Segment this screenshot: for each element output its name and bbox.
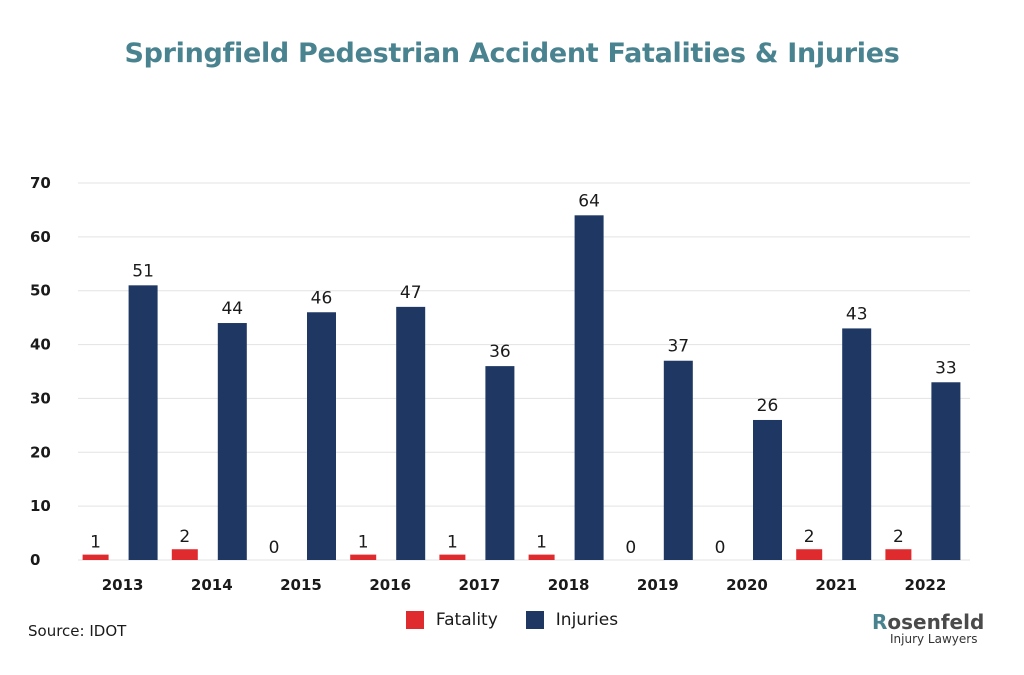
label-injuries-2019: 37 <box>667 337 689 357</box>
y-tick-50: 50 <box>30 282 51 300</box>
bar-fatality-2016 <box>350 554 377 560</box>
bar-fatality-2017 <box>439 554 466 560</box>
legend-swatch-fatality <box>405 611 424 629</box>
legend-label-injuries: Injuries <box>555 610 619 630</box>
bar-injuries-2014 <box>217 323 247 560</box>
x-tick-2016: 2016 <box>369 576 411 594</box>
logo-subtitle: Injury Lawyers <box>890 632 978 646</box>
label-fatality-2013: 1 <box>90 533 101 553</box>
label-injuries-2020: 26 <box>757 396 779 416</box>
label-injuries-2017: 36 <box>489 342 511 362</box>
source-note: Source: IDOT <box>28 622 127 640</box>
label-fatality-2022: 2 <box>893 527 904 547</box>
legend: Fatality Injuries <box>0 610 1024 630</box>
bar-injuries-2018 <box>574 215 604 561</box>
bars <box>82 215 961 561</box>
label-injuries-2021: 43 <box>846 304 868 324</box>
legend-item-fatality: Fatality <box>405 610 498 630</box>
bar-injuries-2016 <box>396 306 426 560</box>
label-injuries-2015: 46 <box>311 288 333 308</box>
label-fatality-2016: 1 <box>358 533 369 553</box>
label-fatality-2014: 2 <box>179 527 190 547</box>
bar-fatality-2013 <box>82 554 109 560</box>
x-tick-2021: 2021 <box>815 576 857 594</box>
label-fatality-2015: 0 <box>269 538 280 558</box>
legend-item-injuries: Injuries <box>525 610 619 630</box>
bar-injuries-2015 <box>307 312 336 560</box>
chart-title: Springfield Pedestrian Accident Fataliti… <box>124 38 900 69</box>
y-tick-30: 30 <box>30 389 51 407</box>
label-injuries-2022: 33 <box>935 358 957 378</box>
logo-name: osenfeld <box>887 610 985 634</box>
label-fatality-2018: 1 <box>536 533 547 553</box>
y-tick-0: 0 <box>30 551 40 569</box>
grid-lines <box>78 182 970 561</box>
label-injuries-2013: 51 <box>132 261 154 281</box>
legend-label-fatality: Fatality <box>435 610 498 630</box>
x-axis-ticks: 2013 2014 2015 2016 2017 2018 2019 2020 2021 2022 <box>102 576 947 594</box>
label-injuries-2018: 64 <box>578 191 600 211</box>
x-tick-2017: 2017 <box>459 576 501 594</box>
label-injuries-2016: 47 <box>400 283 422 303</box>
x-tick-2014: 2014 <box>191 576 233 594</box>
label-fatality-2017: 1 <box>447 533 458 553</box>
y-axis-ticks: 0 10 20 30 40 50 60 70 <box>30 174 51 569</box>
bar-injuries-2013 <box>128 285 158 560</box>
bar-fatality-2014 <box>171 549 198 560</box>
x-tick-2019: 2019 <box>637 576 679 594</box>
legend-swatch-injuries <box>525 611 544 629</box>
y-tick-70: 70 <box>30 174 51 192</box>
x-tick-2015: 2015 <box>280 576 322 594</box>
y-tick-20: 20 <box>30 443 51 461</box>
x-tick-2013: 2013 <box>102 576 144 594</box>
label-fatality-2019: 0 <box>625 538 636 558</box>
bar-injuries-2020 <box>753 419 782 560</box>
bar-injuries-2017 <box>485 366 515 560</box>
x-tick-2018: 2018 <box>548 576 590 594</box>
label-fatality-2020: 0 <box>715 538 726 558</box>
logo-mark: R <box>872 610 888 634</box>
bar-injuries-2019 <box>663 360 693 560</box>
x-tick-2020: 2020 <box>726 576 768 594</box>
label-fatality-2021: 2 <box>804 527 815 547</box>
bar-injuries-2022 <box>931 382 961 560</box>
bar-fatality-2022 <box>885 549 912 560</box>
bar-injuries-2021 <box>842 328 872 560</box>
data-labels: 1 51 2 44 0 46 1 47 1 36 1 64 0 37 0 26 2 43 2 33 <box>90 191 957 558</box>
label-injuries-2014: 44 <box>221 299 243 319</box>
y-tick-60: 60 <box>30 228 51 246</box>
bar-fatality-2018 <box>528 554 555 560</box>
bar-fatality-2021 <box>796 549 823 560</box>
x-tick-2022: 2022 <box>905 576 947 594</box>
y-tick-40: 40 <box>30 336 51 354</box>
y-tick-10: 10 <box>30 497 51 515</box>
